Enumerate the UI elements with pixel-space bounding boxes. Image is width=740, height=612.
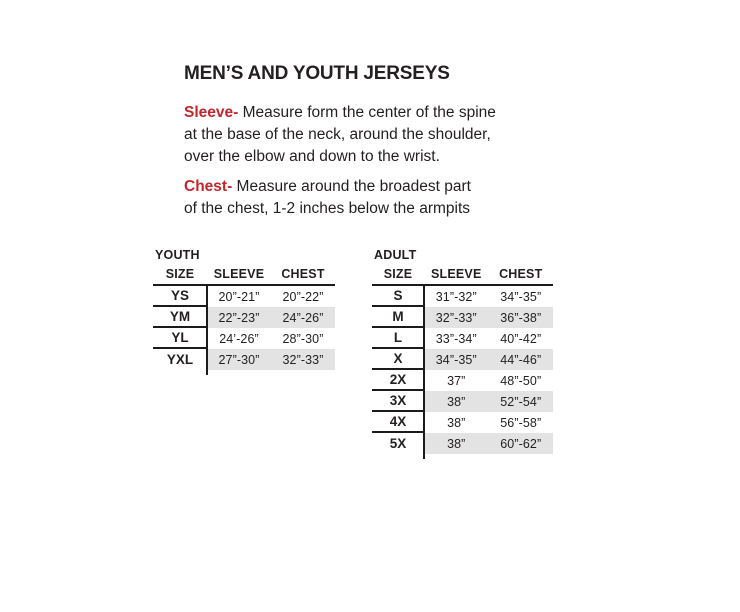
size-cell: X [372, 349, 424, 370]
size-cell: YL [153, 328, 207, 349]
chest-cell: 24”-26” [282, 310, 324, 325]
measurement-cells: 32”-33” 36”-38” [424, 307, 553, 328]
chest-line-2: of the chest, 1-2 inches below the armpi… [184, 200, 471, 217]
chest-cell: 48”-50” [500, 373, 542, 388]
measurement-cells: 31”-32” 34”-35” [424, 286, 553, 307]
table-row: S 31”-32” 34”-35” [372, 286, 553, 307]
sleeve-cell: 32”-33” [435, 310, 477, 325]
size-cell: S [372, 286, 424, 307]
sleeve-cell: 37” [447, 373, 466, 388]
sleeve-line-1: Measure form the center of the spine [242, 104, 496, 121]
size-cell: YM [153, 307, 207, 328]
column-header-size: SIZE [165, 267, 195, 281]
adult-table-label: ADULT [374, 248, 417, 262]
size-cell: L [372, 328, 424, 349]
chest-line-1: Measure around the broadest part [236, 178, 471, 195]
adult-table-header: SIZE SLEEVE CHEST [372, 267, 553, 286]
size-cell: 2X [372, 370, 424, 391]
sleeve-cell: 31”-32” [435, 289, 477, 304]
column-header-chest: CHEST [499, 267, 543, 281]
measurement-cells: 24’-26” 28”-30” [207, 328, 335, 349]
measurement-cells: 34”-35” 44”-46” [424, 349, 553, 370]
table-row: M 32”-33” 36”-38” [372, 307, 553, 328]
measurement-cells: 38” 56”-58” [424, 412, 553, 433]
sleeve-cell: 38” [447, 415, 466, 430]
chest-cell: 28”-30” [282, 331, 324, 346]
chest-instruction: Chest- Measure around the broadest part … [184, 176, 471, 220]
chest-cell: 52”-54” [500, 394, 542, 409]
chest-term: Chest- [184, 178, 233, 195]
measurement-cells: 33”-34” 40”-42” [424, 328, 553, 349]
column-header-chest: CHEST [281, 267, 325, 281]
table-row: L 33”-34” 40”-42” [372, 328, 553, 349]
chest-cell: 56”-58” [500, 415, 542, 430]
column-header-sleeve: SLEEVE [213, 267, 265, 281]
measurement-cells: 38” 52”-54” [424, 391, 553, 412]
size-cell: M [372, 307, 424, 328]
table-row: YL 24’-26” 28”-30” [153, 328, 335, 349]
size-cell: YXL [153, 349, 207, 370]
measurement-cells: 27”-30” 32”-33” [207, 349, 335, 370]
sleeve-cell: 38” [447, 394, 466, 409]
youth-table-rows: YS 20”-21” 20”-22” YM 22”-23” 24”-26” YL 24’-26… [153, 286, 335, 375]
page-title: MEN’S AND YOUTH JERSEYS [184, 63, 450, 84]
table-row: 3X 38” 52”-54” [372, 391, 553, 412]
column-divider-line [206, 286, 208, 375]
sleeve-cell: 33”-34” [435, 331, 477, 346]
youth-size-table: YOUTH SIZE SLEEVE CHEST YS 20”-21” 20”-22”… [153, 248, 335, 375]
measurement-cells: 20”-21” 20”-22” [207, 286, 335, 307]
sleeve-cell: 24’-26” [219, 331, 259, 346]
table-row: 5X 38” 60”-62” [372, 433, 553, 454]
chest-cell: 34”-35” [500, 289, 542, 304]
sleeve-cell: 27”-30” [218, 352, 260, 367]
size-cell: 3X [372, 391, 424, 412]
youth-table-label: YOUTH [155, 248, 200, 262]
size-cell: YS [153, 286, 207, 307]
column-header-sleeve: SLEEVE [430, 267, 482, 281]
chest-cell: 32”-33” [282, 352, 324, 367]
sleeve-term: Sleeve- [184, 104, 239, 121]
column-header-size: SIZE [383, 267, 413, 281]
sleeve-cell: 20”-21” [218, 289, 260, 304]
sleeve-instruction: Sleeve- Measure form the center of the s… [184, 102, 496, 168]
adult-table-rows: S 31”-32” 34”-35” M 32”-33” 36”-38” L 33”-34” 40… [372, 286, 553, 459]
sleeve-line-2: at the base of the neck, around the shou… [184, 126, 491, 143]
size-cell: 4X [372, 412, 424, 433]
table-row: YM 22”-23” 24”-26” [153, 307, 335, 328]
size-cell: 5X [372, 433, 424, 454]
measurement-cells: 37” 48”-50” [424, 370, 553, 391]
sleeve-cell: 34”-35” [435, 352, 477, 367]
table-row: 2X 37” 48”-50” [372, 370, 553, 391]
table-row: 4X 38” 56”-58” [372, 412, 553, 433]
chest-cell: 60”-62” [500, 436, 542, 451]
chest-cell: 20”-22” [282, 289, 324, 304]
sleeve-cell: 38” [447, 436, 466, 451]
chest-cell: 44”-46” [500, 352, 542, 367]
adult-size-table: ADULT SIZE SLEEVE CHEST S 31”-32” 34”-35” M… [372, 248, 553, 459]
chest-cell: 40”-42” [500, 331, 542, 346]
column-divider-line [423, 286, 425, 459]
chest-cell: 36”-38” [500, 310, 542, 325]
youth-table-header: SIZE SLEEVE CHEST [153, 267, 335, 286]
measurement-cells: 22”-23” 24”-26” [207, 307, 335, 328]
table-row: X 34”-35” 44”-46” [372, 349, 553, 370]
sleeve-line-3: over the elbow and down to the wrist. [184, 148, 440, 165]
measurement-cells: 38” 60”-62” [424, 433, 553, 454]
sleeve-cell: 22”-23” [218, 310, 260, 325]
table-row: YXL 27”-30” 32”-33” [153, 349, 335, 370]
table-row: YS 20”-21” 20”-22” [153, 286, 335, 307]
